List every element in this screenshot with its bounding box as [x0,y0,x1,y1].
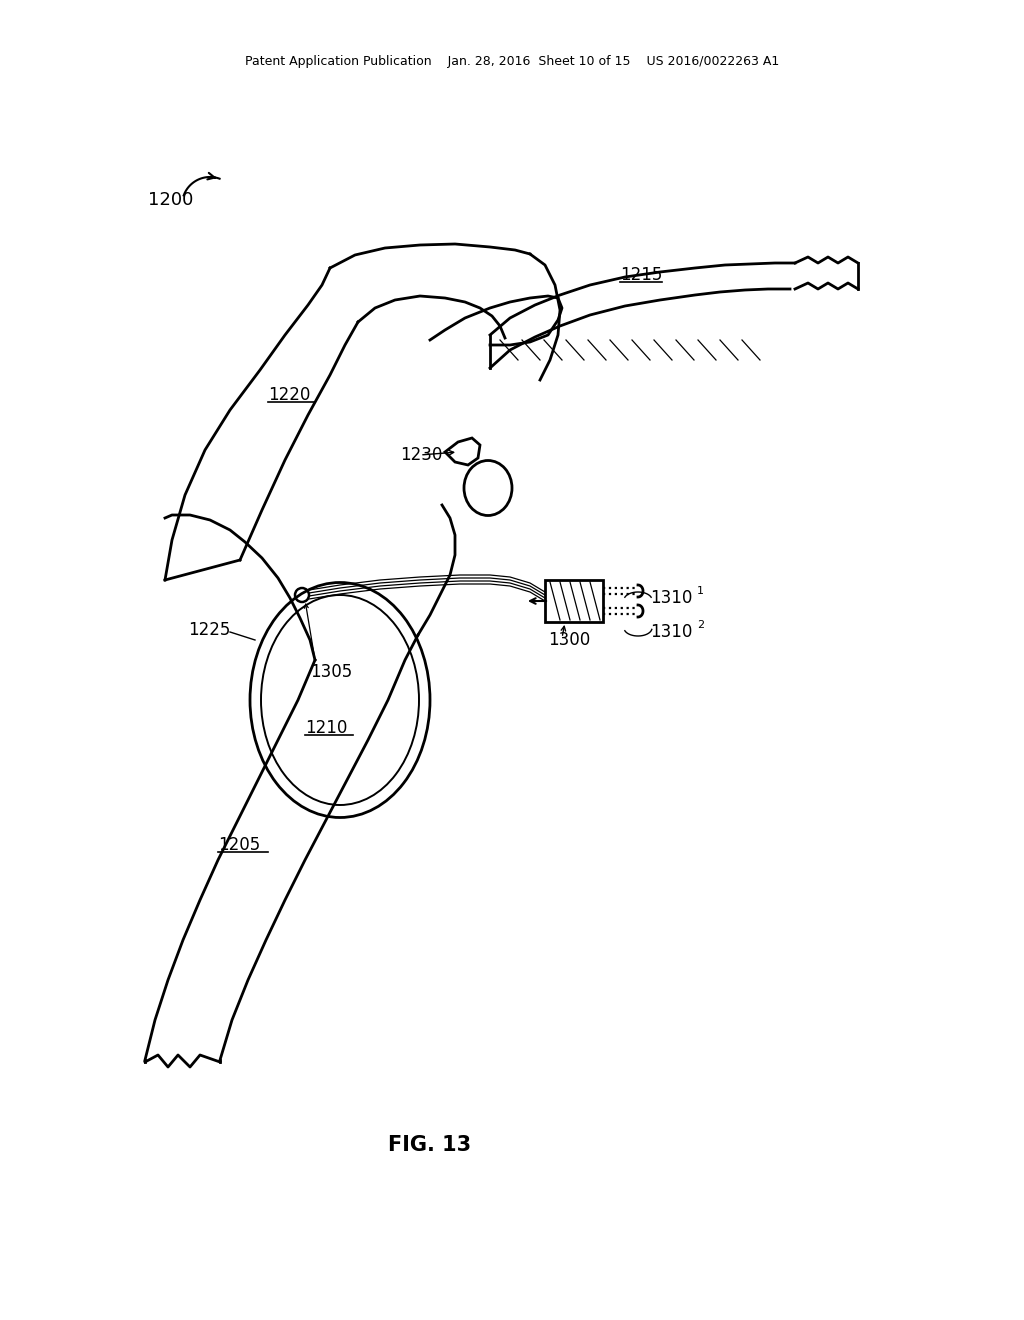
Text: 1215: 1215 [620,267,663,284]
Text: 1205: 1205 [218,836,260,854]
Text: 1230: 1230 [400,446,442,465]
Text: Patent Application Publication    Jan. 28, 2016  Sheet 10 of 15    US 2016/00222: Patent Application Publication Jan. 28, … [245,55,779,69]
Bar [545,579,603,622]
Text: 1210: 1210 [305,719,347,737]
Text: 1310: 1310 [650,623,692,642]
Text: FIG. 13: FIG. 13 [388,1135,472,1155]
Text: 2: 2 [697,620,705,630]
Text: 1220: 1220 [268,385,310,404]
Text: 1225: 1225 [188,620,230,639]
Text: 1200: 1200 [148,191,194,209]
Text: 1305: 1305 [310,663,352,681]
Text: 1: 1 [697,586,705,597]
Text: 1310: 1310 [650,589,692,607]
Text: 1300: 1300 [548,631,590,649]
Polygon shape [445,438,480,465]
